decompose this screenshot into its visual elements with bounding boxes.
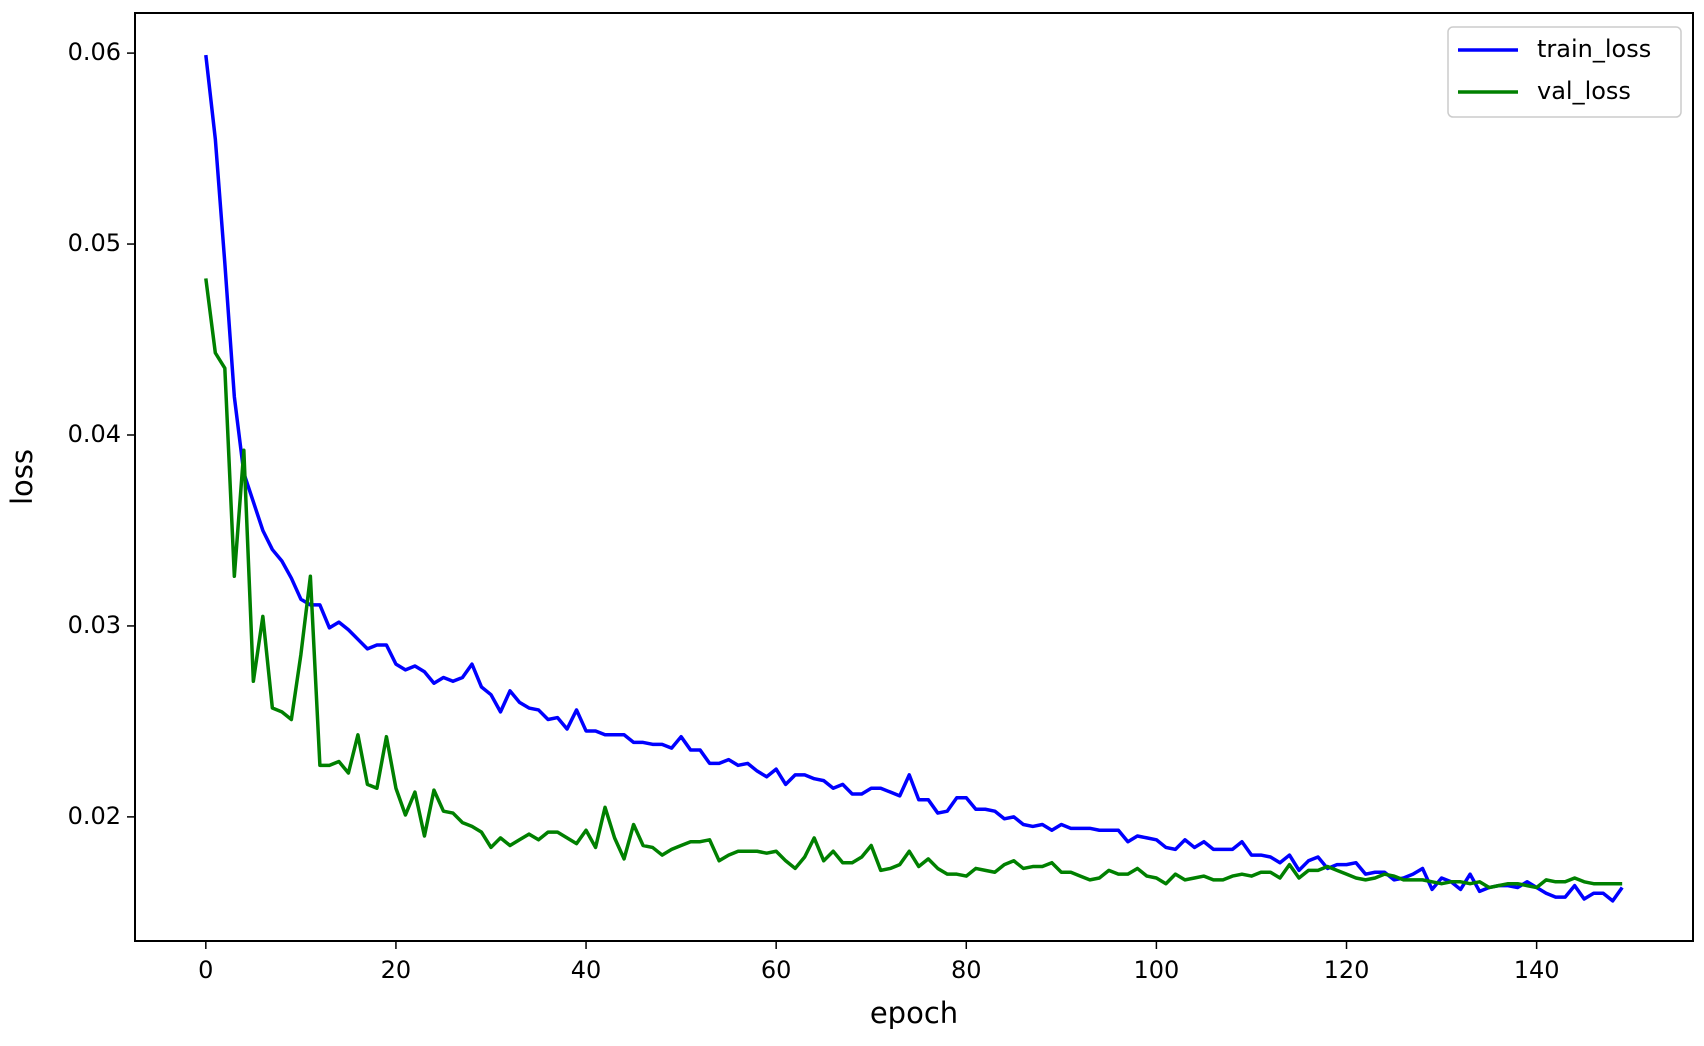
line-series	[204, 278, 1623, 890]
y-tick-label: 0.04	[68, 420, 121, 448]
x-tick-label: 80	[951, 956, 982, 984]
x-tick-label: 20	[381, 956, 412, 984]
line-series	[204, 54, 1624, 903]
y-tick-label: 0.02	[68, 802, 121, 830]
y-tick-label: 0.06	[68, 38, 121, 66]
axes-frame	[134, 12, 1694, 942]
y-tick-label: 0.03	[68, 611, 121, 639]
x-tick-label: 0	[198, 956, 213, 984]
x-tick-label: 40	[571, 956, 602, 984]
x-axis-label: epoch	[870, 996, 958, 1030]
y-tick-label: 0.05	[68, 229, 121, 257]
legend-label: val_loss	[1537, 77, 1631, 105]
x-tick-label: 140	[1514, 956, 1560, 984]
legend-label: train_loss	[1537, 35, 1651, 63]
x-tick-label: 100	[1133, 956, 1179, 984]
x-tick-label: 120	[1324, 956, 1370, 984]
x-tick-label: 60	[761, 956, 792, 984]
y-axis-label: loss	[5, 449, 39, 505]
